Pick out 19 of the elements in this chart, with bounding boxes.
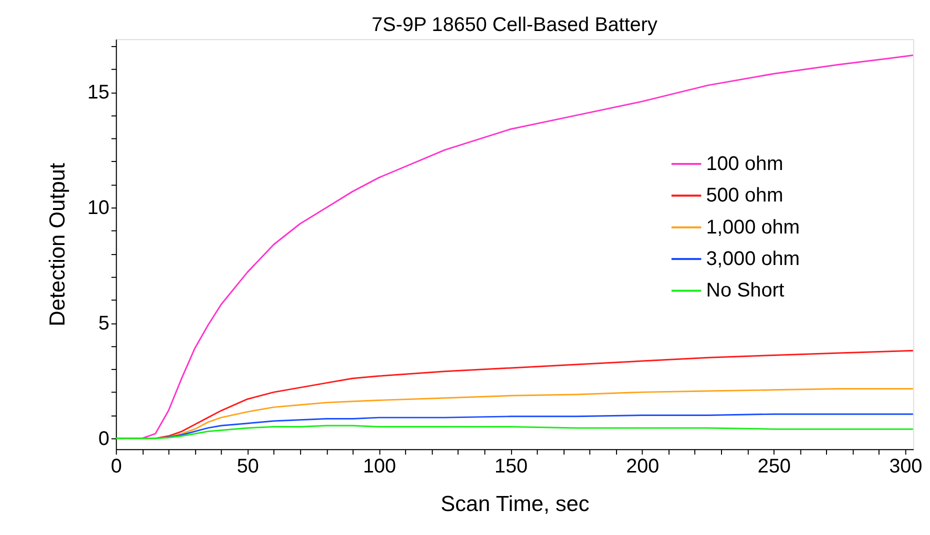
chart-title: 7S-9P 18650 Cell-Based Battery xyxy=(372,14,658,36)
x-tick-label: 150 xyxy=(494,455,528,478)
legend-label: No Short xyxy=(706,280,785,302)
x-tick-label: 200 xyxy=(626,455,660,478)
legend-label: 500 ohm xyxy=(706,184,784,207)
y-tick-label: 0 xyxy=(98,428,110,450)
x-tick-label: 50 xyxy=(236,455,259,478)
x-tick-label: 300 xyxy=(889,455,922,478)
line-series xyxy=(116,424,914,440)
legend-label: 3,000 ohm xyxy=(706,248,800,270)
y-tick-label: 5 xyxy=(98,312,110,334)
y-tick-label: 10 xyxy=(87,197,110,220)
x-tick-label: 250 xyxy=(758,455,791,478)
y-tick-label: 15 xyxy=(87,82,110,104)
legend-label: 1,000 ohm xyxy=(706,216,800,238)
x-tick-label: 100 xyxy=(362,455,396,478)
x-axis-title: Scan Time, sec xyxy=(440,491,590,516)
legend-label: 100 ohm xyxy=(706,152,784,175)
y-axis-title: Detection Output xyxy=(44,162,70,326)
